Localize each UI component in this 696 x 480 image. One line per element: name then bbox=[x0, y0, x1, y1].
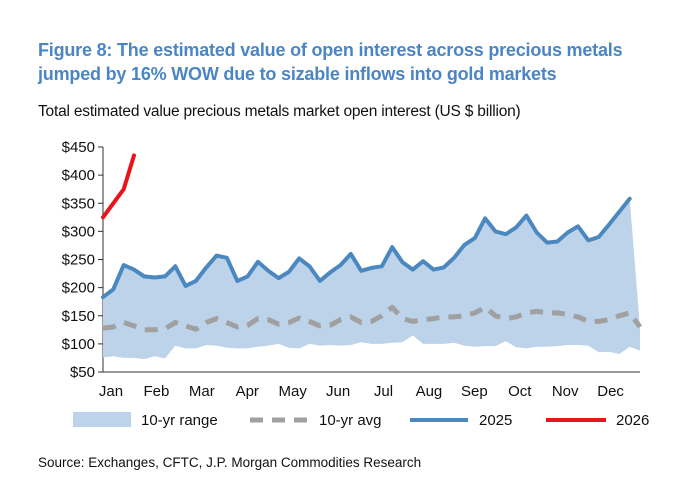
legend-range-label: 10-yr range bbox=[141, 412, 218, 429]
legend-2026-label: 2026 bbox=[616, 412, 649, 429]
x-tick-label: Apr bbox=[236, 383, 259, 400]
y-tick-label: $250 bbox=[62, 252, 95, 269]
x-tick-label: Aug bbox=[416, 383, 443, 400]
x-axis: Jan Feb Mar Apr May Jun Jul Aug Sep Oct Nov Dec bbox=[99, 371, 640, 400]
legend-avg-label: 10-yr avg bbox=[319, 412, 382, 429]
y-tick-label: $100 bbox=[62, 336, 95, 353]
legend-range-swatch bbox=[73, 412, 131, 427]
y-tick-label: $300 bbox=[62, 223, 95, 240]
source-note: Source: Exchanges, CFTC, J.P. Morgan Com… bbox=[38, 455, 422, 470]
x-tick-label: Jul bbox=[374, 383, 393, 400]
x-tick-label: Sep bbox=[461, 383, 488, 400]
x-tick-label: Feb bbox=[143, 383, 169, 400]
y-tick-label: $400 bbox=[62, 167, 95, 184]
series-2025-line bbox=[101, 196, 632, 300]
y-tick-label: $450 bbox=[62, 139, 95, 156]
y-tick-label: $150 bbox=[62, 308, 95, 325]
series-10yr-avg-line bbox=[102, 304, 643, 333]
legend-2025-label: 2025 bbox=[479, 412, 512, 429]
y-tick-label: $350 bbox=[62, 195, 95, 212]
chart-title: Figure 8: The estimated value of open in… bbox=[38, 40, 623, 84]
x-tick-label: Jun bbox=[326, 383, 350, 400]
x-tick-label: Nov bbox=[552, 383, 579, 400]
series-10yr-range-band bbox=[103, 198, 640, 360]
series-2026-line bbox=[101, 153, 136, 220]
x-tick-label: Mar bbox=[189, 383, 215, 400]
x-tick-label: Oct bbox=[508, 383, 532, 400]
legend: 10-yr range 10-yr avg 2025 2026 bbox=[73, 412, 649, 429]
y-tick-label: $50 bbox=[70, 364, 95, 381]
y-axis: $50 $100 $150 $200 $250 $300 $350 $400 $450 bbox=[62, 139, 104, 381]
chart-subtitle: Total estimated value precious metals ma… bbox=[38, 103, 521, 120]
y-tick-label: $200 bbox=[62, 280, 95, 297]
x-tick-label: May bbox=[278, 383, 307, 400]
x-tick-label: Jan bbox=[99, 383, 123, 400]
plot-area bbox=[101, 153, 643, 360]
x-tick-label: Dec bbox=[597, 383, 624, 400]
